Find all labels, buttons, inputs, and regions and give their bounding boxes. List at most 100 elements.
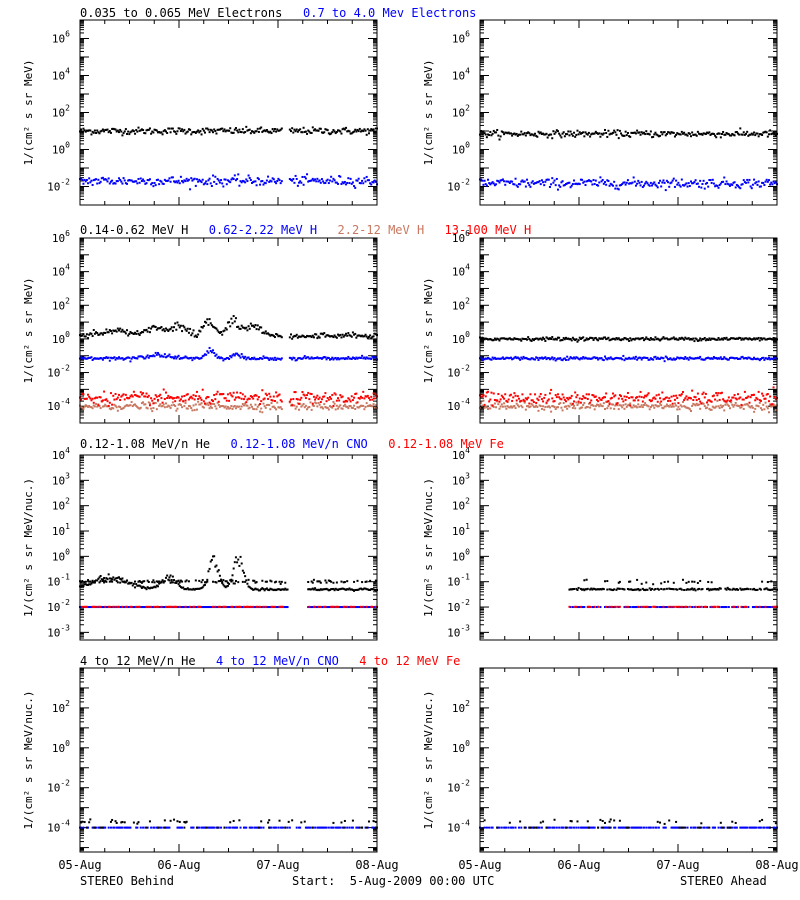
data-point [500, 403, 503, 406]
data-point [372, 335, 375, 338]
data-point [712, 133, 715, 136]
data-point [320, 131, 323, 134]
data-point [122, 177, 125, 180]
data-point [738, 405, 741, 408]
data-point [160, 605, 163, 608]
data-point [312, 129, 315, 132]
data-point [347, 606, 350, 609]
data-point [504, 405, 507, 408]
data-point [107, 605, 110, 608]
data-point [610, 132, 613, 135]
data-point [498, 339, 501, 342]
data-point [278, 406, 281, 409]
data-point [353, 333, 356, 336]
data-point [285, 588, 288, 591]
data-point [561, 409, 564, 412]
data-point [310, 580, 313, 583]
data-point [568, 338, 571, 341]
data-point [765, 338, 768, 341]
data-point [726, 358, 729, 361]
data-point [113, 182, 116, 185]
data-point [326, 356, 329, 359]
data-point [612, 403, 615, 406]
data-point [206, 350, 209, 353]
plot-frame [79, 454, 378, 641]
data-point [101, 176, 104, 179]
data-point [601, 133, 604, 136]
data-point [707, 399, 710, 402]
data-point [269, 587, 272, 590]
data-point [702, 391, 705, 394]
data-point [168, 579, 171, 582]
data-point [361, 396, 364, 399]
data-point [221, 404, 224, 407]
data-point [359, 605, 362, 608]
data-point [707, 338, 710, 341]
data-point [595, 356, 598, 359]
data-point [123, 357, 126, 360]
data-point [756, 404, 759, 407]
data-point [337, 605, 340, 608]
data-point [527, 405, 530, 408]
data-point [262, 183, 265, 186]
data-point [548, 337, 551, 340]
data-point [543, 184, 546, 187]
data-point [245, 401, 248, 404]
data-point [317, 402, 320, 405]
data-point [599, 357, 602, 360]
data-point [660, 185, 663, 188]
data-point [539, 405, 542, 408]
data-point [98, 605, 101, 608]
data-point [137, 584, 140, 587]
data-point [616, 129, 619, 132]
data-point [176, 580, 179, 583]
data-point [618, 129, 621, 132]
data-point [170, 605, 173, 608]
data-point [166, 132, 169, 135]
data-point [757, 358, 760, 361]
data-point [662, 407, 665, 410]
data-point [268, 131, 271, 134]
data-point [245, 326, 248, 329]
data-point [173, 180, 176, 183]
data-point [496, 357, 499, 360]
data-point [191, 359, 194, 362]
data-point [767, 400, 770, 403]
data-point [247, 407, 250, 410]
data-point [314, 587, 317, 590]
data-point [289, 398, 292, 401]
data-point [545, 336, 548, 339]
data-point [292, 335, 295, 338]
data-point [332, 587, 335, 590]
data-point [526, 405, 529, 408]
data-point [189, 396, 192, 399]
data-point [573, 404, 576, 407]
data-point [173, 130, 176, 133]
data-point [255, 605, 258, 608]
data-point [728, 134, 731, 137]
data-point [685, 337, 688, 340]
data-point [751, 338, 754, 341]
data-point [189, 188, 192, 191]
data-point [532, 401, 535, 404]
data-point [128, 397, 131, 400]
data-point [718, 357, 721, 360]
data-point [300, 335, 303, 338]
data-point [723, 337, 726, 340]
data-point [247, 356, 250, 359]
data-point [667, 181, 670, 184]
data-point [314, 333, 317, 336]
data-point [96, 357, 99, 360]
data-point [174, 355, 177, 358]
data-point [254, 394, 257, 397]
data-point [764, 397, 767, 400]
data-point [179, 324, 182, 327]
data-point [737, 393, 740, 396]
data-point [686, 185, 689, 188]
data-point [214, 398, 217, 401]
data-point [565, 183, 568, 186]
data-point [602, 182, 605, 185]
data-point [323, 332, 326, 335]
data-point [122, 358, 125, 361]
data-point [233, 561, 236, 564]
